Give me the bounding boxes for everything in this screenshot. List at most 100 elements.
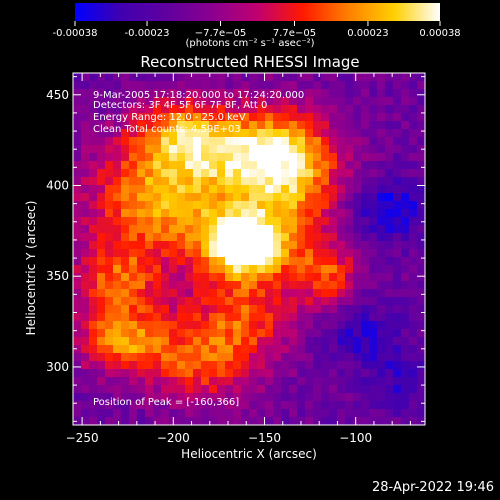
heatmap-cell — [337, 73, 346, 82]
heatmap-cell — [233, 345, 242, 354]
heatmap-cell — [385, 169, 394, 178]
heatmap-cell — [113, 321, 122, 330]
heatmap-cell — [193, 273, 202, 282]
heatmap-cell — [201, 297, 210, 306]
heatmap-cell — [81, 113, 90, 122]
heatmap-cell — [97, 121, 106, 130]
heatmap-cell — [281, 273, 290, 282]
heatmap-cell — [369, 233, 378, 242]
heatmap-cell — [217, 161, 226, 170]
heatmap-cell — [281, 161, 290, 170]
heatmap-cell — [81, 257, 90, 266]
heatmap-cell — [105, 337, 114, 346]
heatmap-cell — [353, 281, 362, 290]
heatmap-cell — [329, 353, 338, 362]
heatmap-cell — [345, 305, 354, 314]
heatmap-cell — [137, 345, 146, 354]
heatmap-cell — [169, 337, 178, 346]
heatmap-cell — [289, 89, 298, 98]
heatmap-cell — [273, 369, 282, 378]
heatmap-cell — [89, 257, 98, 266]
heatmap-cell — [313, 153, 322, 162]
heatmap-cell — [161, 297, 170, 306]
heatmap-cell — [185, 361, 194, 370]
heatmap-cell — [385, 241, 394, 250]
heatmap-cell — [193, 313, 202, 322]
heatmap-cell — [377, 345, 386, 354]
heatmap-cell — [305, 201, 314, 210]
heatmap-cell — [153, 305, 162, 314]
heatmap-cell — [377, 289, 386, 298]
heatmap-cell — [105, 225, 114, 234]
heatmap-cell — [113, 169, 122, 178]
heatmap-cell — [121, 329, 130, 338]
heatmap-cell — [313, 121, 322, 130]
heatmap-cell — [73, 385, 82, 394]
heatmap-cell — [281, 401, 290, 410]
heatmap-cell — [113, 417, 122, 426]
heatmap-cell — [369, 153, 378, 162]
heatmap-cell — [281, 105, 290, 114]
heatmap-cell — [241, 297, 250, 306]
heatmap-cell — [89, 81, 98, 90]
heatmap-cell — [265, 345, 274, 354]
heatmap-cell — [233, 393, 242, 402]
heatmap-cell — [185, 73, 194, 82]
heatmap-cell — [409, 177, 418, 186]
heatmap-cell — [97, 393, 106, 402]
heatmap-cell — [337, 129, 346, 138]
heatmap-cell — [249, 97, 258, 106]
heatmap-cell — [393, 417, 402, 426]
heatmap-cell — [145, 361, 154, 370]
heatmap-cell — [273, 409, 282, 418]
heatmap-cell — [129, 89, 138, 98]
heatmap-cell — [345, 121, 354, 130]
heatmap-cell — [129, 137, 138, 146]
heatmap-cell — [73, 321, 82, 330]
heatmap-cell — [401, 241, 410, 250]
heatmap-cell — [193, 81, 202, 90]
heatmap-cell — [289, 113, 298, 122]
heatmap-cell — [209, 289, 218, 298]
heatmap-cell — [73, 225, 82, 234]
heatmap-cell — [137, 193, 146, 202]
heatmap-cell — [81, 177, 90, 186]
heatmap-cell — [345, 145, 354, 154]
heatmap-cell — [249, 361, 258, 370]
heatmap-cell — [369, 321, 378, 330]
heatmap-cell — [185, 417, 194, 426]
heatmap-cell — [313, 393, 322, 402]
heatmap-cell — [353, 193, 362, 202]
heatmap-cell — [113, 145, 122, 154]
heatmap-cell — [329, 185, 338, 194]
heatmap-cell — [313, 89, 322, 98]
heatmap-cell — [257, 377, 266, 386]
heatmap-cell — [145, 121, 154, 130]
heatmap-cell — [361, 409, 370, 418]
heatmap-cell — [129, 225, 138, 234]
heatmap-cell — [105, 89, 114, 98]
heatmap-cell — [361, 217, 370, 226]
heatmap-cell — [201, 217, 210, 226]
heatmap-cell — [337, 241, 346, 250]
heatmap-cell — [297, 169, 306, 178]
heatmap-cell — [257, 313, 266, 322]
heatmap-cell — [297, 81, 306, 90]
heatmap-cell — [89, 161, 98, 170]
heatmap-cell — [113, 289, 122, 298]
heatmap-cell — [393, 273, 402, 282]
heatmap-cell — [161, 345, 170, 354]
heatmap-cell — [393, 361, 402, 370]
heatmap-cell — [193, 225, 202, 234]
heatmap-cell — [129, 337, 138, 346]
heatmap-cell — [153, 217, 162, 226]
heatmap-cell — [289, 265, 298, 274]
heatmap-cell — [265, 185, 274, 194]
heatmap-cell — [89, 105, 98, 114]
heatmap-cell — [361, 361, 370, 370]
heatmap-cell — [241, 361, 250, 370]
heatmap-cell — [249, 345, 258, 354]
heatmap-cell — [377, 241, 386, 250]
heatmap-cell — [417, 329, 426, 338]
heatmap-cell — [105, 145, 114, 154]
